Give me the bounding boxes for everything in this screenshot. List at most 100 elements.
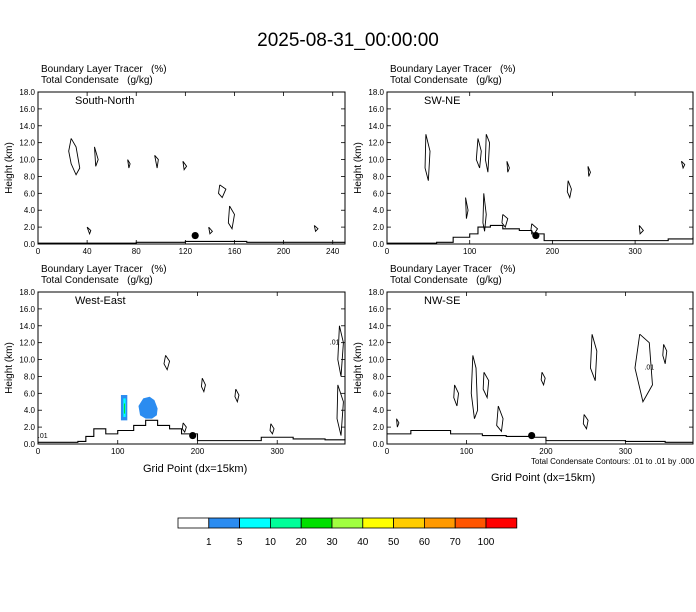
- terrain-line: [38, 419, 346, 443]
- y-tick-label: 0.0: [373, 440, 385, 449]
- condensate-contour: [465, 197, 469, 219]
- x-tick-label: 240: [326, 247, 340, 256]
- condensate-contour: [634, 333, 653, 404]
- panel-title-line2: Total Condensate (g/kg): [390, 75, 502, 86]
- x-tick-label: 160: [228, 247, 242, 256]
- colorbar-swatch: [239, 517, 271, 529]
- plot-frame: [386, 91, 694, 245]
- panel-title-line1: Boundary Layer Tracer (%): [390, 264, 516, 275]
- y-axis-label: Height (km): [4, 142, 15, 194]
- colorbar: 1 5 10 20 30 40 50 60 70 100: [177, 517, 518, 548]
- x-axis-label-right: Grid Point (dx=15km): [491, 472, 596, 484]
- tracer-shade: [138, 396, 158, 419]
- condensate-contour: [127, 159, 131, 169]
- y-tick-label: 18.0: [368, 88, 384, 97]
- section-name: NW-SE: [424, 295, 460, 307]
- condensate-contour: [566, 180, 572, 200]
- y-tick-label: 4.0: [373, 206, 385, 215]
- colorbar-swatch: [423, 517, 456, 529]
- x-tick-label: 100: [463, 247, 477, 256]
- condensate-contour: [470, 355, 479, 419]
- condensate-contour: [208, 226, 213, 235]
- panel-title-line1: Boundary Layer Tracer (%): [41, 64, 167, 75]
- condensate-contour: [313, 225, 319, 233]
- x-tick-label: 0: [385, 447, 390, 456]
- y-tick-label: 0.0: [24, 240, 36, 249]
- panel-title-sw-ne: Boundary Layer Tracer (%) Total Condensat…: [390, 64, 516, 86]
- y-tick-label: 14.0: [368, 122, 384, 131]
- location-marker: [528, 431, 536, 440]
- y-tick-label: 14.0: [19, 322, 35, 331]
- contour-label: .01: [330, 339, 340, 346]
- tracer-shade: [124, 403, 125, 414]
- panel-south-north: 0.0 2.0 4.0 6.0 8.0 10.0 12.0 14.0 16.0 18.0 0 40 80…: [4, 88, 346, 256]
- y-tick-label: 14.0: [19, 122, 35, 131]
- panel-title-line2: Total Condensate (g/kg): [41, 275, 153, 286]
- y-axis-label: Height (km): [4, 342, 15, 394]
- y-tick-label: 12.0: [368, 339, 384, 348]
- y-tick-label: 6.0: [24, 389, 36, 398]
- y-tick-label: 10.0: [19, 156, 35, 165]
- x-tick-label: 0: [385, 247, 390, 256]
- y-tick-label: 10.0: [368, 356, 384, 365]
- y-tick-label: 2.0: [24, 423, 36, 432]
- panel-title-line2: Total Condensate (g/kg): [41, 75, 153, 86]
- condensate-contour: [484, 134, 491, 173]
- panel-west-east: .01.010.02.04.06.08.010.012.014.016.018.…: [4, 288, 346, 456]
- plot-frame: [386, 291, 694, 445]
- condensate-contour: [68, 138, 81, 176]
- panel-sw-ne: 0.0 2.0 4.0 6.0 8.0 10.0 12.0 14.0 16.0 18.0 0 100 2…: [353, 88, 694, 256]
- x-tick-label: 120: [179, 247, 193, 256]
- colorbar-label: 30: [326, 537, 338, 548]
- colorbar-swatch: [208, 517, 241, 529]
- condensate-contour: [218, 184, 227, 199]
- contour-label: .01: [644, 365, 654, 372]
- y-tick-label: 2.0: [373, 423, 385, 432]
- contour-note: Total Condensate Contours: .01 to .01 by…: [531, 457, 695, 466]
- y-tick-label: 2.0: [24, 223, 36, 232]
- colorbar-label: 10: [265, 537, 277, 548]
- colorbar-label: 40: [357, 537, 369, 548]
- y-tick-label: 16.0: [19, 305, 35, 314]
- x-tick-label: 0: [36, 447, 41, 456]
- condensate-contour: [496, 405, 504, 433]
- y-tick-label: 6.0: [373, 389, 385, 398]
- y-tick-label: 16.0: [368, 305, 384, 314]
- y-tick-label: 10.0: [368, 156, 384, 165]
- condensate-contour: [154, 155, 159, 169]
- colorbar-swatch: [362, 517, 394, 529]
- condensate-contour: [182, 160, 188, 171]
- condensate-contour: [453, 384, 459, 407]
- condensate-contour: [680, 160, 686, 170]
- x-tick-label: 100: [460, 447, 474, 456]
- y-tick-label: 14.0: [368, 322, 384, 331]
- condensate-contour: [662, 344, 668, 364]
- y-tick-label: 8.0: [373, 372, 385, 381]
- condensate-contour: [163, 355, 171, 371]
- y-tick-label: 16.0: [19, 105, 35, 114]
- colorbar-label: 60: [419, 537, 431, 548]
- panel-title-line2: Total Condensate (g/kg): [390, 275, 502, 286]
- colorbar-swatch: [393, 517, 425, 529]
- condensate-contour: [396, 418, 400, 428]
- condensate-contour: [94, 146, 99, 167]
- x-tick-label: 300: [271, 447, 285, 456]
- y-tick-label: 8.0: [24, 372, 36, 381]
- condensate-contour: [501, 214, 509, 229]
- x-tick-label: 80: [132, 247, 141, 256]
- y-tick-label: 12.0: [19, 339, 35, 348]
- colorbar-swatch: [454, 517, 487, 529]
- y-tick-label: 18.0: [368, 288, 384, 297]
- condensate-contour: [638, 225, 644, 235]
- colorbar-swatch: [177, 517, 210, 529]
- plot-frame: [37, 291, 346, 445]
- y-tick-label: 4.0: [373, 406, 385, 415]
- condensate-contour: [234, 388, 240, 404]
- x-tick-label: 200: [539, 447, 553, 456]
- panel-title-line1: Boundary Layer Tracer (%): [41, 264, 167, 275]
- y-tick-label: 12.0: [368, 139, 384, 148]
- y-tick-label: 0.0: [24, 440, 36, 449]
- colorbar-label: 1: [206, 537, 212, 548]
- condensate-contour: [181, 422, 187, 434]
